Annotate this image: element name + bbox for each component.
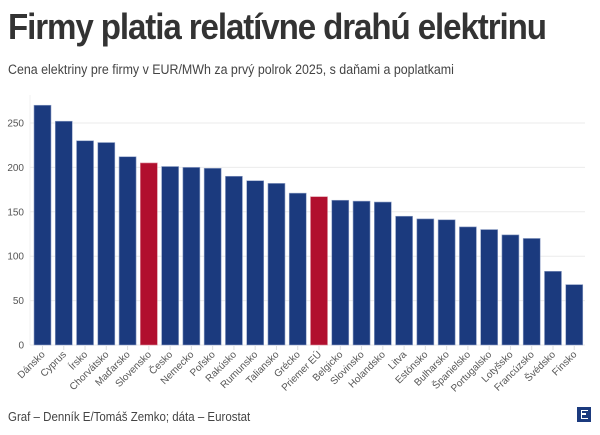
y-tick-label: 150: [7, 207, 24, 218]
dennik-e-logo-icon: [577, 407, 591, 422]
bar: [544, 270, 562, 346]
bar: [54, 120, 73, 346]
bar: [565, 284, 584, 346]
bar: [76, 140, 94, 346]
bar: [352, 200, 371, 346]
bar: [459, 226, 477, 346]
x-axis-tick-labels: DánskoCyprusÍrskoChorvátskoMaďarskoSlove…: [16, 346, 580, 394]
y-tick-label: 250: [7, 119, 24, 130]
bar: [203, 167, 222, 346]
y-tick-label: 50: [13, 296, 25, 307]
bar: [161, 166, 179, 346]
bar: [182, 167, 201, 346]
bar: [331, 199, 350, 346]
bar: [288, 192, 307, 346]
bar: [246, 180, 264, 346]
y-tick-label: 100: [7, 252, 24, 263]
bar-chart: 0 50 100 150 200 250 DánskoCyprusÍrskoChorvát…: [7, 95, 585, 394]
bar: [501, 234, 520, 346]
y-tick-label: 200: [7, 163, 24, 174]
chart-title: Firmy platia relatívne drahú elektrinu: [8, 6, 547, 47]
y-axis-tick-labels: 0 50 100 150 200 250: [7, 119, 24, 352]
bar: [267, 183, 286, 346]
y-tick-label: 0: [18, 341, 24, 352]
chart-subtitle: Cena elektriny pre firmy v EUR/MWh za pr…: [8, 62, 454, 77]
bar: [522, 238, 541, 346]
bar: [225, 175, 243, 346]
bar: [33, 104, 52, 346]
bar-highlighted: [310, 196, 328, 346]
bar: [437, 219, 456, 346]
x-tick-label: Fínsko: [550, 349, 579, 378]
bars: [33, 104, 584, 346]
bar: [416, 218, 435, 346]
bar: [118, 156, 137, 346]
bar: [395, 215, 413, 346]
bar-highlighted: [140, 162, 158, 346]
bar: [480, 229, 498, 346]
source-credit: Graf – Denník E/Tomáš Zemko; dáta – Euro…: [8, 410, 251, 424]
bar: [374, 201, 392, 346]
bar: [97, 142, 116, 346]
